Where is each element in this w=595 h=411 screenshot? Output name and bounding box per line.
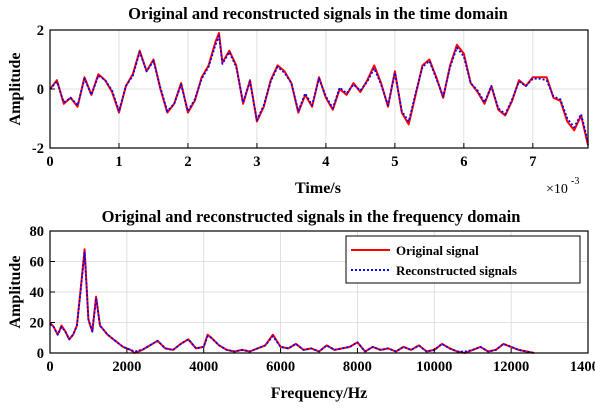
y-tick-label: 0 xyxy=(37,82,44,98)
series-line-reconstructed xyxy=(49,35,589,143)
legend-box xyxy=(345,235,581,284)
x-tick-label: 6000 xyxy=(266,359,295,375)
x-axis-label-time: Time/s xyxy=(295,180,341,197)
x-tick-label: 4 xyxy=(322,154,329,170)
x-multiplier-exponent: -3 xyxy=(571,176,579,187)
chart-title-time: Original and reconstructed signals in th… xyxy=(128,4,508,23)
y-tick-label: 40 xyxy=(30,285,45,301)
grid-time xyxy=(49,29,588,149)
x-axis-label-frequency: Frequency/Hz xyxy=(271,385,368,402)
ticks-frequency: 0 2000 4000 6000 8000 10000 12000 14000 0 20 40 60 8… xyxy=(30,224,595,375)
x-tick-label: 3 xyxy=(253,154,260,170)
y-tick-label: 0 xyxy=(37,346,44,362)
x-tick-label: 2000 xyxy=(112,359,141,375)
y-tick-label: 80 xyxy=(30,224,45,240)
x-tick-label: 6 xyxy=(460,154,467,170)
y-axis-label-time: Amplitude xyxy=(7,53,24,126)
x-tick-label: 2 xyxy=(184,154,191,170)
x-tick-label: 8000 xyxy=(343,359,372,375)
y-axis-label-frequency: Amplitude xyxy=(7,256,24,329)
series-line-reconstructed xyxy=(49,251,535,354)
x-tick-label: 0 xyxy=(46,359,53,375)
time-domain-chart: Original and reconstructed signals in th… xyxy=(7,4,589,197)
y-tick-label: 20 xyxy=(30,316,45,332)
y-tick-label: 2 xyxy=(37,23,44,39)
x-multiplier: ×10 -3 xyxy=(546,176,579,197)
x-tick-label: 1 xyxy=(115,154,122,170)
x-tick-label: 0 xyxy=(46,154,53,170)
chart-title-frequency: Original and reconstructed signals in th… xyxy=(102,207,521,226)
legend: Original signal Reconstructed signals xyxy=(345,235,581,284)
y-tick-label: -2 xyxy=(32,141,44,157)
x-tick-label: 10000 xyxy=(416,359,452,375)
legend-label-reconstructed: Reconstructed signals xyxy=(396,263,517,278)
x-tick-label: 4000 xyxy=(189,359,218,375)
y-tick-label: 60 xyxy=(30,255,45,271)
frequency-domain-chart: Original and reconstructed signals in th… xyxy=(7,207,595,402)
series-time xyxy=(49,32,589,146)
x-tick-label: 14000 xyxy=(570,359,595,375)
x-tick-label: 7 xyxy=(529,154,536,170)
legend-label-original: Original signal xyxy=(396,243,479,258)
x-multiplier-base: ×10 xyxy=(546,182,568,197)
x-tick-label: 5 xyxy=(391,154,398,170)
x-tick-label: 12000 xyxy=(493,359,529,375)
series-frequency xyxy=(49,248,535,354)
ticks-time: 0 1 2 3 4 5 6 7-202 xyxy=(32,23,537,170)
